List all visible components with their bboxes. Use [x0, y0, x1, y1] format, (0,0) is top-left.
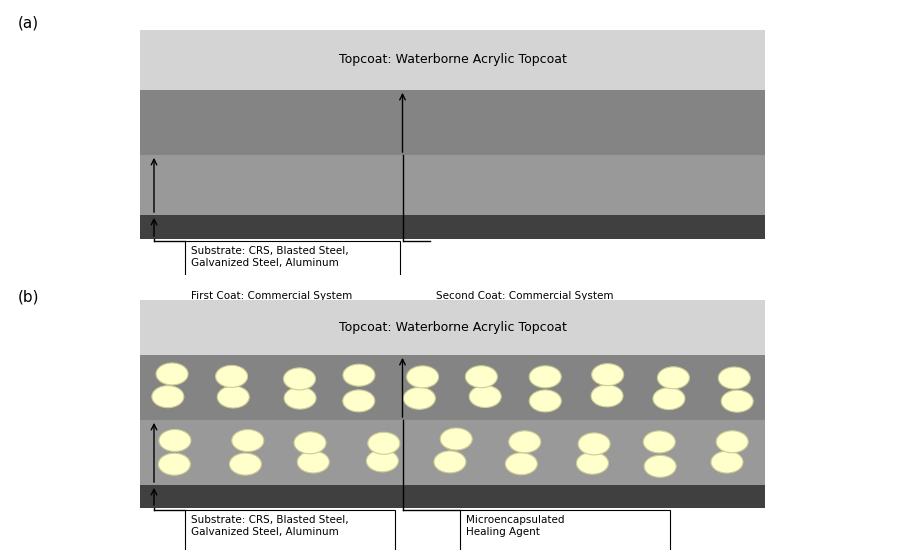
- Ellipse shape: [591, 385, 623, 407]
- Ellipse shape: [407, 366, 438, 388]
- Ellipse shape: [529, 390, 562, 412]
- Ellipse shape: [216, 365, 248, 387]
- Bar: [140, 355, 765, 420]
- Ellipse shape: [721, 390, 753, 412]
- Bar: [140, 215, 765, 239]
- Text: (b): (b): [18, 290, 40, 305]
- Ellipse shape: [368, 432, 400, 454]
- Ellipse shape: [508, 431, 541, 453]
- Text: Topcoat: Waterborne Acrylic Topcoat: Topcoat: Waterborne Acrylic Topcoat: [338, 321, 566, 334]
- Ellipse shape: [469, 386, 501, 408]
- Ellipse shape: [653, 388, 685, 410]
- Ellipse shape: [657, 367, 689, 389]
- Ellipse shape: [718, 367, 751, 389]
- Ellipse shape: [366, 450, 399, 472]
- Text: Microencapsulated
Healing Agent: Microencapsulated Healing Agent: [466, 515, 564, 537]
- Ellipse shape: [156, 363, 188, 385]
- Bar: [140, 155, 765, 215]
- Bar: [185, 241, 400, 286]
- Ellipse shape: [505, 453, 537, 475]
- Ellipse shape: [716, 431, 748, 453]
- Ellipse shape: [294, 432, 326, 454]
- Ellipse shape: [284, 368, 316, 390]
- Ellipse shape: [465, 366, 498, 388]
- Bar: [430, 286, 645, 321]
- Text: First Coat: Commercial System
(Epoxy Hybrid): First Coat: Commercial System (Epoxy Hyb…: [191, 291, 352, 312]
- Ellipse shape: [440, 428, 472, 450]
- Text: Topcoat: Waterborne Acrylic Topcoat: Topcoat: Waterborne Acrylic Topcoat: [338, 53, 566, 67]
- Bar: [140, 90, 765, 155]
- Text: Second Coat: Commercial System
(Epoxy Hybrid): Second Coat: Commercial System (Epoxy Hy…: [436, 291, 614, 312]
- Ellipse shape: [578, 433, 610, 455]
- Ellipse shape: [158, 453, 190, 475]
- Ellipse shape: [217, 386, 249, 408]
- Text: Substrate: CRS, Blasted Steel,
Galvanized Steel, Aluminum: Substrate: CRS, Blasted Steel, Galvanize…: [191, 515, 348, 537]
- Ellipse shape: [343, 364, 375, 386]
- Bar: [185, 510, 395, 550]
- Bar: [140, 420, 765, 485]
- Ellipse shape: [284, 387, 316, 409]
- Ellipse shape: [230, 453, 261, 475]
- Bar: [140, 30, 765, 90]
- Bar: [185, 286, 400, 321]
- Text: (a): (a): [18, 15, 39, 30]
- Bar: [140, 300, 765, 355]
- Ellipse shape: [159, 430, 191, 452]
- Ellipse shape: [152, 386, 184, 408]
- Ellipse shape: [529, 366, 562, 388]
- Ellipse shape: [577, 452, 608, 474]
- Ellipse shape: [434, 451, 466, 473]
- Ellipse shape: [343, 390, 374, 412]
- Ellipse shape: [232, 430, 264, 452]
- Ellipse shape: [297, 451, 329, 473]
- Ellipse shape: [644, 431, 675, 453]
- Ellipse shape: [591, 364, 624, 386]
- Bar: [460, 510, 670, 550]
- Ellipse shape: [403, 387, 436, 409]
- Ellipse shape: [644, 455, 676, 477]
- Text: Substrate: CRS, Blasted Steel,
Galvanized Steel, Aluminum: Substrate: CRS, Blasted Steel, Galvanize…: [191, 246, 348, 268]
- Ellipse shape: [711, 451, 743, 473]
- Bar: [140, 485, 765, 508]
